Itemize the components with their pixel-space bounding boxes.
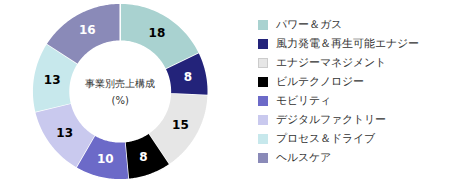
svg-text:18: 18 xyxy=(149,26,166,40)
svg-text:13: 13 xyxy=(56,126,73,140)
svg-text:10: 10 xyxy=(97,152,114,166)
html-text:エナジーマネジメント: エナジーマネジメント xyxy=(276,55,386,68)
html-text:ビルテクノロジー: ビルテクノロジー xyxy=(276,74,364,87)
html-text:ヘルスケア: ヘルスケア xyxy=(276,150,331,163)
html-text:パワー＆ガス: パワー＆ガス xyxy=(276,17,342,30)
svg-text:15: 15 xyxy=(172,118,189,132)
svg-text:13: 13 xyxy=(44,73,61,87)
svg-text:16: 16 xyxy=(79,23,96,37)
svg-text:8: 8 xyxy=(139,150,147,164)
svg-text:事業別売上構成: 事業別売上構成 xyxy=(85,78,155,89)
html-text:風力発電＆再生可能エナジー: 風力発電＆再生可能エナジー xyxy=(276,36,419,49)
html-text:プロセス＆ドライブ: プロセス＆ドライブ xyxy=(276,131,375,144)
svg-text:8: 8 xyxy=(184,70,192,84)
html-text:モビリティ: モビリティ xyxy=(276,93,331,106)
html-text:デジタルファクトリー: デジタルファクトリー xyxy=(276,112,386,125)
svg-text:(%): (%) xyxy=(112,95,129,106)
